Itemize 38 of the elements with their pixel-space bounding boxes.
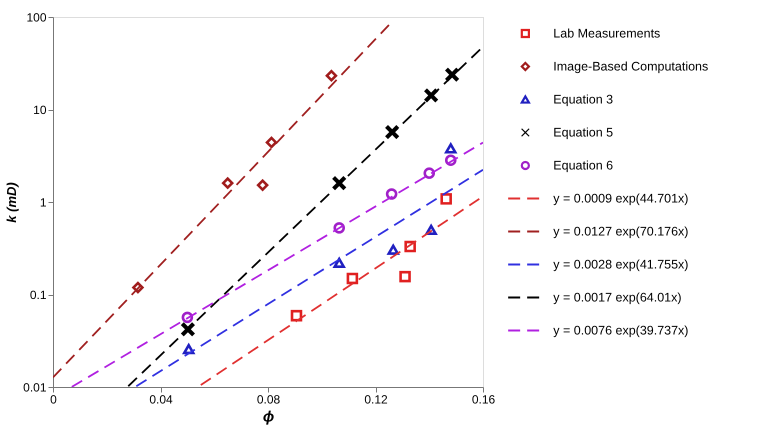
- legend-label: y = 0.0127 exp(70.176x): [553, 224, 688, 238]
- legend-label: y = 0.0017 exp(64.01x): [553, 290, 682, 304]
- x-tick-label: 0.16: [472, 392, 496, 406]
- legend-label: Equation 3: [553, 92, 614, 106]
- legend-label: Equation 6: [553, 158, 614, 172]
- legend-label: Image-Based Computations: [553, 60, 708, 74]
- x-tick-label: 0.08: [256, 392, 280, 406]
- point: [404, 240, 416, 252]
- y-tick-label: 1: [40, 196, 47, 210]
- x-tick-label: 0.04: [149, 392, 173, 406]
- legend-label: Lab Measurements: [553, 26, 660, 40]
- point: [387, 244, 400, 255]
- point: [222, 177, 234, 189]
- legend-label: Equation 5: [553, 126, 614, 140]
- legend-label: y = 0.0076 exp(39.737x): [553, 324, 688, 338]
- point: [444, 143, 457, 154]
- point: [266, 136, 278, 148]
- y-tick-label: 100: [26, 10, 47, 24]
- point: [182, 312, 194, 324]
- point: [399, 270, 411, 282]
- y-tick-label: 0.01: [23, 380, 47, 394]
- point: [256, 179, 268, 191]
- point: [424, 88, 438, 102]
- point: [440, 193, 452, 205]
- x-tick-label: 0.12: [364, 392, 388, 406]
- point: [346, 272, 358, 284]
- point: [446, 68, 459, 82]
- y-tick-label: 0.1: [30, 288, 47, 302]
- x-tick-label: 0: [50, 392, 58, 406]
- y-tick-label: 10: [33, 103, 47, 117]
- point: [326, 70, 338, 82]
- legend-label: y = 0.0028 exp(41.755x): [553, 258, 688, 272]
- x-axis-title: ϕ: [262, 408, 274, 426]
- point: [386, 188, 398, 200]
- point: [132, 282, 144, 294]
- legend-label: y = 0.0009 exp(44.701x): [553, 192, 688, 206]
- y-axis-title: k (mD): [4, 182, 20, 223]
- point: [423, 167, 436, 179]
